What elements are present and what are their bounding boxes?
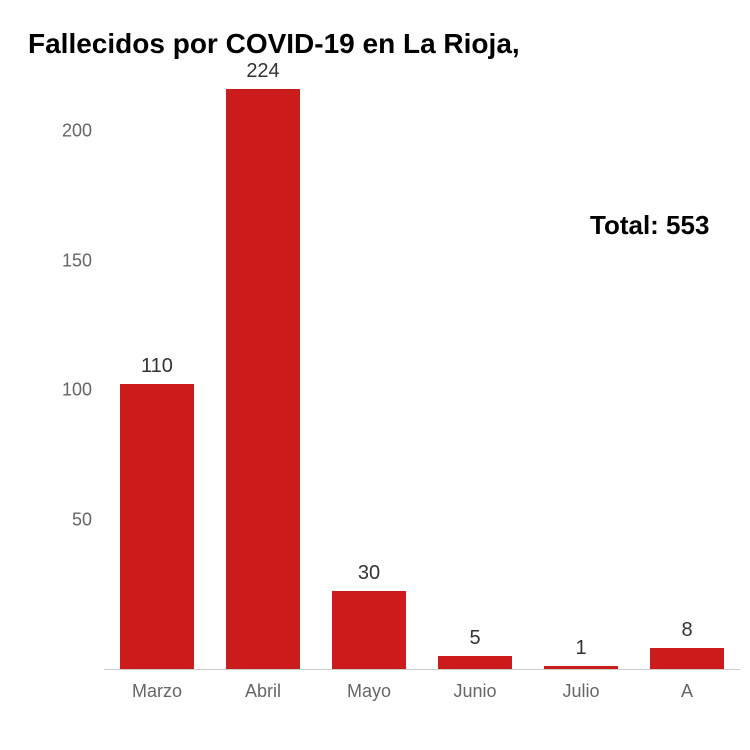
y-tick: 200 bbox=[52, 121, 92, 142]
bars-area: 110 Marzo 224 Abril 30 Mayo 5 Junio 1 bbox=[104, 80, 740, 670]
y-axis: 50 100 150 200 bbox=[60, 80, 100, 670]
total-annotation: Total: 553 bbox=[590, 210, 709, 241]
bar bbox=[226, 89, 300, 669]
bar-slot: 5 Junio bbox=[422, 627, 528, 669]
chart-container: Fallecidos por COVID-19 en La Rioja, 50 … bbox=[0, 0, 750, 750]
x-axis-label: Junio bbox=[422, 681, 528, 702]
bar bbox=[650, 648, 724, 669]
bar bbox=[438, 656, 512, 669]
bar-value-label: 224 bbox=[246, 60, 279, 83]
bar-slot: 30 Mayo bbox=[316, 562, 422, 669]
x-axis-label: Marzo bbox=[104, 681, 210, 702]
x-axis-label: Julio bbox=[528, 681, 634, 702]
bar bbox=[120, 384, 194, 669]
bar-slot: 1 Julio bbox=[528, 637, 634, 669]
bar bbox=[544, 666, 618, 669]
bar-value-label: 110 bbox=[141, 355, 173, 378]
bar-value-label: 5 bbox=[469, 627, 480, 650]
bar-value-label: 1 bbox=[575, 637, 586, 660]
bar-slot: 224 Abril bbox=[210, 60, 316, 669]
y-tick: 150 bbox=[52, 250, 92, 271]
x-axis-label: Abril bbox=[210, 681, 316, 702]
y-tick: 50 bbox=[52, 509, 92, 530]
x-axis-label: A bbox=[634, 681, 740, 702]
bar-value-label: 8 bbox=[681, 619, 692, 642]
bar-slot: 110 Marzo bbox=[104, 355, 210, 669]
bar-value-label: 30 bbox=[358, 562, 380, 585]
bar-slot: 8 A bbox=[634, 619, 740, 669]
chart-title: Fallecidos por COVID-19 en La Rioja, bbox=[28, 28, 520, 60]
bar bbox=[332, 591, 406, 669]
y-tick: 100 bbox=[52, 380, 92, 401]
x-axis-label: Mayo bbox=[316, 681, 422, 702]
plot-area: 50 100 150 200 110 Marzo 224 Abril 30 Ma… bbox=[60, 80, 740, 670]
